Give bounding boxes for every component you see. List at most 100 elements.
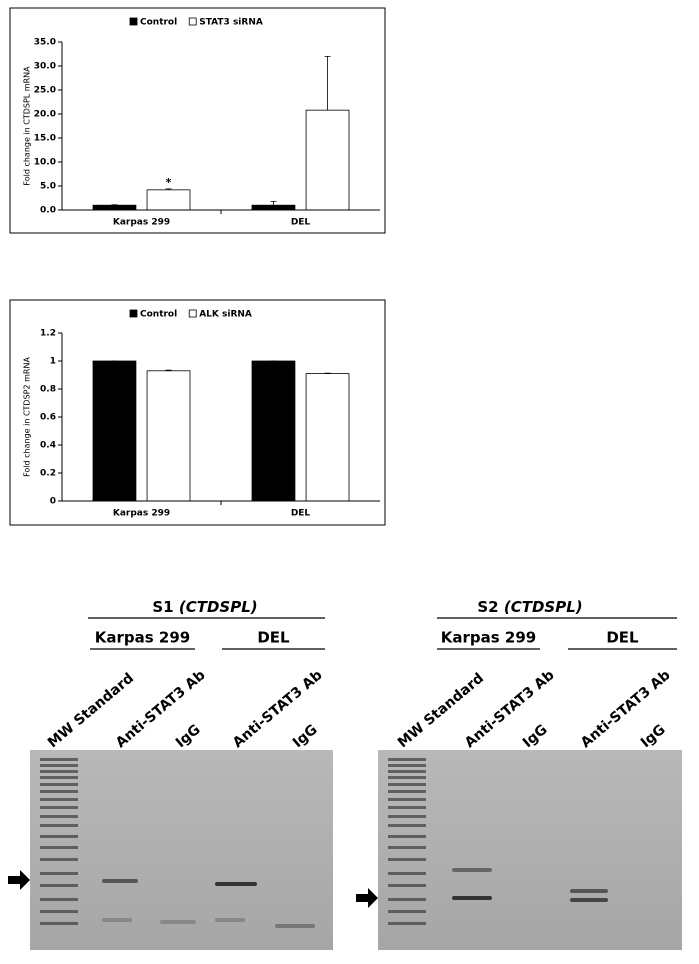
legend-label: STAT3 siRNA <box>199 18 263 28</box>
ladder-band <box>388 898 426 901</box>
ladder-band <box>388 806 426 809</box>
sample-band <box>452 896 492 900</box>
gel-title-label: S2 <box>477 598 498 616</box>
bar <box>252 361 295 501</box>
sample-band <box>570 889 608 893</box>
legend-swatch <box>130 310 137 317</box>
ladder-band <box>40 922 78 925</box>
bar <box>306 110 349 210</box>
bar <box>93 205 136 210</box>
y-tick-label: 0 <box>50 497 56 507</box>
bar <box>147 371 190 501</box>
y-tick-label: 20.0 <box>34 110 56 120</box>
sample-band <box>102 879 138 883</box>
y-tick-label: 15.0 <box>34 134 56 144</box>
legend-swatch <box>130 18 137 25</box>
ladder-band <box>40 835 78 838</box>
sample-band <box>452 868 492 872</box>
legend-swatch <box>189 310 196 317</box>
x-tick-label: DEL <box>291 509 311 519</box>
gel-lane-label: IgG <box>290 722 321 751</box>
y-tick-label: 0.8 <box>40 385 56 395</box>
significance-mark: * <box>166 176 172 189</box>
y-axis-label: Fold change in CTDSPL mRNA <box>23 66 32 186</box>
band-arrow <box>356 888 378 908</box>
gel-image <box>378 750 682 950</box>
y-tick-label: 25.0 <box>34 86 56 96</box>
ladder-band <box>40 776 78 779</box>
ladder-band <box>388 910 426 913</box>
ladder-band <box>388 770 426 773</box>
gel-group-label: Karpas 299 <box>441 629 536 647</box>
gel-title: S2 (CTDSPL) <box>477 598 582 616</box>
x-tick-label: Karpas 299 <box>113 218 170 228</box>
ladder-band <box>40 824 78 827</box>
ladder-band <box>40 770 78 773</box>
ladder-band <box>40 806 78 809</box>
gel-gene-label: (CTDSPL) <box>504 598 583 616</box>
gel-lane-label: IgG <box>173 722 204 751</box>
ladder-band <box>388 790 426 793</box>
bar <box>93 361 136 501</box>
ladder-band <box>388 824 426 827</box>
ladder-band <box>40 790 78 793</box>
gel-lane-label: IgG <box>638 722 669 751</box>
x-tick-label: DEL <box>291 218 311 228</box>
ladder-band <box>40 846 78 849</box>
ladder-band <box>388 783 426 786</box>
ladder-band <box>40 815 78 818</box>
gel-group-label: Karpas 299 <box>95 629 190 647</box>
ladder-band <box>40 798 78 801</box>
ladder-band <box>40 898 78 901</box>
y-tick-label: 0.4 <box>40 441 56 451</box>
y-tick-label: 1.2 <box>40 329 56 339</box>
y-tick-label: 35.0 <box>34 38 56 48</box>
sample-band <box>215 882 257 886</box>
band-arrow <box>8 870 30 890</box>
ladder-band <box>40 783 78 786</box>
gel-title: S1 (CTDSPL) <box>152 598 257 616</box>
sample-band <box>160 920 196 924</box>
ladder-band <box>388 764 426 767</box>
ladder-band <box>388 815 426 818</box>
y-tick-label: 0.2 <box>40 469 56 479</box>
ladder-band <box>40 872 78 875</box>
y-tick-label: 1 <box>50 357 56 367</box>
sample-band <box>215 918 245 922</box>
ladder-band <box>388 835 426 838</box>
ladder-band <box>388 846 426 849</box>
ladder-band <box>40 910 78 913</box>
ladder-band <box>388 922 426 925</box>
legend-label: ALK siRNA <box>199 310 252 320</box>
bar <box>147 190 190 210</box>
legend-label: Control <box>140 18 177 28</box>
error-bar <box>325 56 331 110</box>
sample-band <box>275 924 315 928</box>
ladder-band <box>388 872 426 875</box>
gel-group-label: DEL <box>257 629 290 647</box>
y-tick-label: 0.0 <box>40 206 56 216</box>
gel-lane-label: IgG <box>520 722 551 751</box>
y-tick-label: 5.0 <box>40 182 56 192</box>
ladder-band <box>388 884 426 887</box>
gel-group-label: DEL <box>606 629 639 647</box>
ladder-band <box>40 858 78 861</box>
ladder-band <box>388 776 426 779</box>
sample-band <box>102 918 132 922</box>
bar <box>306 374 349 501</box>
ladder-band <box>388 798 426 801</box>
y-tick-label: 10.0 <box>34 158 56 168</box>
ladder-band <box>40 758 78 761</box>
error-bar <box>270 201 276 205</box>
legend-label: Control <box>140 310 177 320</box>
legend-swatch <box>189 18 196 25</box>
y-tick-label: 0.6 <box>40 413 56 423</box>
y-axis-label: Fold change in CTDSP2 mRNA <box>23 357 32 477</box>
bar <box>252 205 295 210</box>
sample-band <box>570 898 608 902</box>
x-tick-label: Karpas 299 <box>113 509 170 519</box>
gel-title-label: S1 <box>152 598 173 616</box>
y-tick-label: 30.0 <box>34 62 56 72</box>
